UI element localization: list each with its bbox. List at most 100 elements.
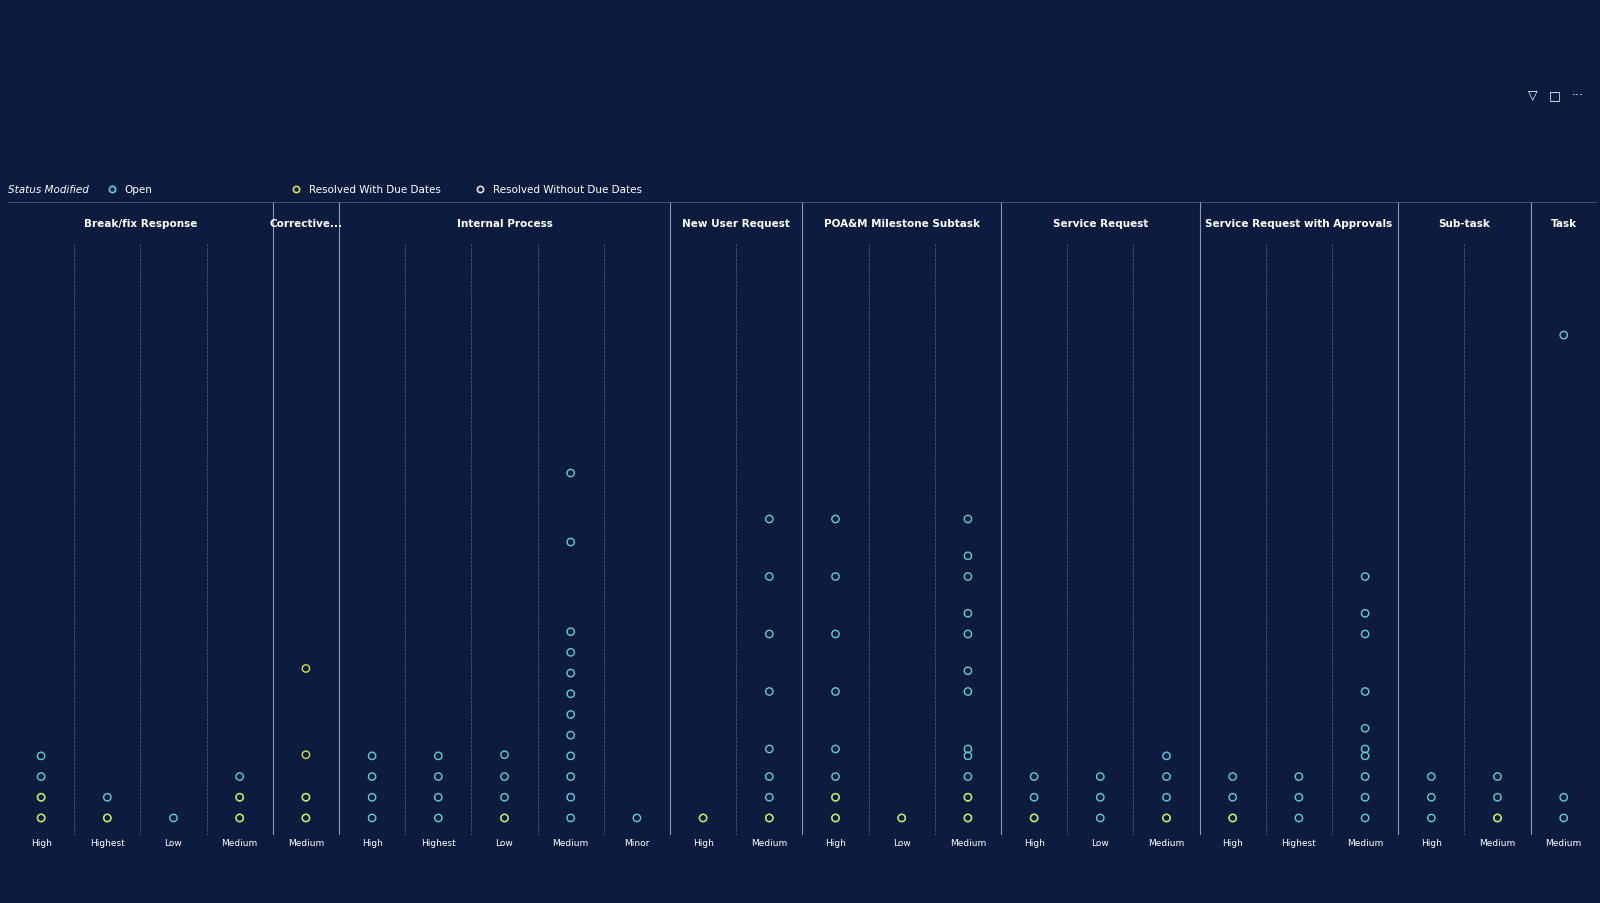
- Point: [426, 769, 451, 784]
- Point: [757, 811, 782, 825]
- Point: [757, 769, 782, 784]
- Point: [1219, 811, 1245, 825]
- Text: ···: ···: [1571, 88, 1584, 102]
- Point: [1550, 811, 1576, 825]
- Point: [1088, 769, 1114, 784]
- Point: [822, 742, 848, 757]
- Point: [1154, 790, 1179, 805]
- Point: [955, 811, 981, 825]
- Text: Service Request: Service Request: [1053, 219, 1147, 228]
- Point: [1352, 790, 1378, 805]
- Text: □: □: [1549, 88, 1562, 102]
- Point: [29, 811, 54, 825]
- Point: [1286, 769, 1312, 784]
- Point: [1154, 769, 1179, 784]
- Point: [94, 790, 120, 805]
- Point: [227, 811, 253, 825]
- Point: [757, 512, 782, 526]
- Point: [426, 749, 451, 763]
- Point: [1352, 721, 1378, 736]
- Point: [1419, 790, 1445, 805]
- Point: [690, 811, 715, 825]
- Point: [822, 790, 848, 805]
- Point: [822, 512, 848, 526]
- Point: [1485, 811, 1510, 825]
- Text: Internal Process: Internal Process: [456, 219, 552, 228]
- Point: [955, 769, 981, 784]
- Point: [1419, 769, 1445, 784]
- Point: [293, 748, 318, 762]
- Point: [1352, 627, 1378, 641]
- Point: [1088, 811, 1114, 825]
- Point: [227, 811, 253, 825]
- Point: [822, 570, 848, 584]
- Point: [822, 769, 848, 784]
- Point: [29, 749, 54, 763]
- Point: [1219, 790, 1245, 805]
- Point: [822, 627, 848, 641]
- Point: [558, 646, 584, 660]
- Point: [491, 811, 517, 825]
- Point: [1352, 607, 1378, 621]
- Point: [558, 728, 584, 742]
- Point: [1286, 790, 1312, 805]
- Point: [955, 742, 981, 757]
- Point: [1352, 811, 1378, 825]
- Point: [1154, 811, 1179, 825]
- Point: [558, 535, 584, 550]
- Point: [94, 811, 120, 825]
- Point: [1550, 790, 1576, 805]
- Point: [690, 811, 715, 825]
- Point: [1021, 811, 1046, 825]
- Point: [1154, 749, 1179, 763]
- Point: [1286, 811, 1312, 825]
- Point: [1550, 329, 1576, 343]
- Point: [558, 811, 584, 825]
- Point: [360, 790, 386, 805]
- Point: [227, 790, 253, 805]
- Point: [757, 790, 782, 805]
- Text: Sub-task: Sub-task: [1438, 219, 1490, 228]
- Text: Task: Task: [1550, 219, 1576, 228]
- Text: Open: Open: [125, 184, 152, 195]
- Point: [955, 684, 981, 699]
- Point: [955, 570, 981, 584]
- Point: [1352, 570, 1378, 584]
- Point: [955, 512, 981, 526]
- Point: [558, 625, 584, 639]
- Point: [757, 684, 782, 699]
- Point: [29, 811, 54, 825]
- Point: [426, 811, 451, 825]
- Point: [757, 811, 782, 825]
- Point: [293, 811, 318, 825]
- Point: [558, 769, 584, 784]
- Point: [1154, 811, 1179, 825]
- Point: [491, 748, 517, 762]
- Point: [955, 790, 981, 805]
- Point: [558, 790, 584, 805]
- Point: [1088, 790, 1114, 805]
- Point: [955, 549, 981, 563]
- Point: [491, 790, 517, 805]
- Point: [890, 811, 915, 825]
- Point: [29, 769, 54, 784]
- Point: [94, 811, 120, 825]
- Text: Corrective...: Corrective...: [269, 219, 342, 228]
- Point: [360, 769, 386, 784]
- Point: [426, 790, 451, 805]
- Point: [491, 811, 517, 825]
- Point: [1485, 811, 1510, 825]
- Point: [558, 749, 584, 763]
- Point: [1419, 811, 1445, 825]
- Point: [293, 811, 318, 825]
- Point: [955, 664, 981, 678]
- Point: [1352, 742, 1378, 757]
- Point: [293, 790, 318, 805]
- Text: Break/fix Response: Break/fix Response: [83, 219, 197, 228]
- Point: [822, 811, 848, 825]
- Point: [29, 790, 54, 805]
- Point: [558, 707, 584, 721]
- Point: [160, 811, 186, 825]
- Text: Resolved Without Due Dates: Resolved Without Due Dates: [493, 184, 642, 195]
- Point: [227, 790, 253, 805]
